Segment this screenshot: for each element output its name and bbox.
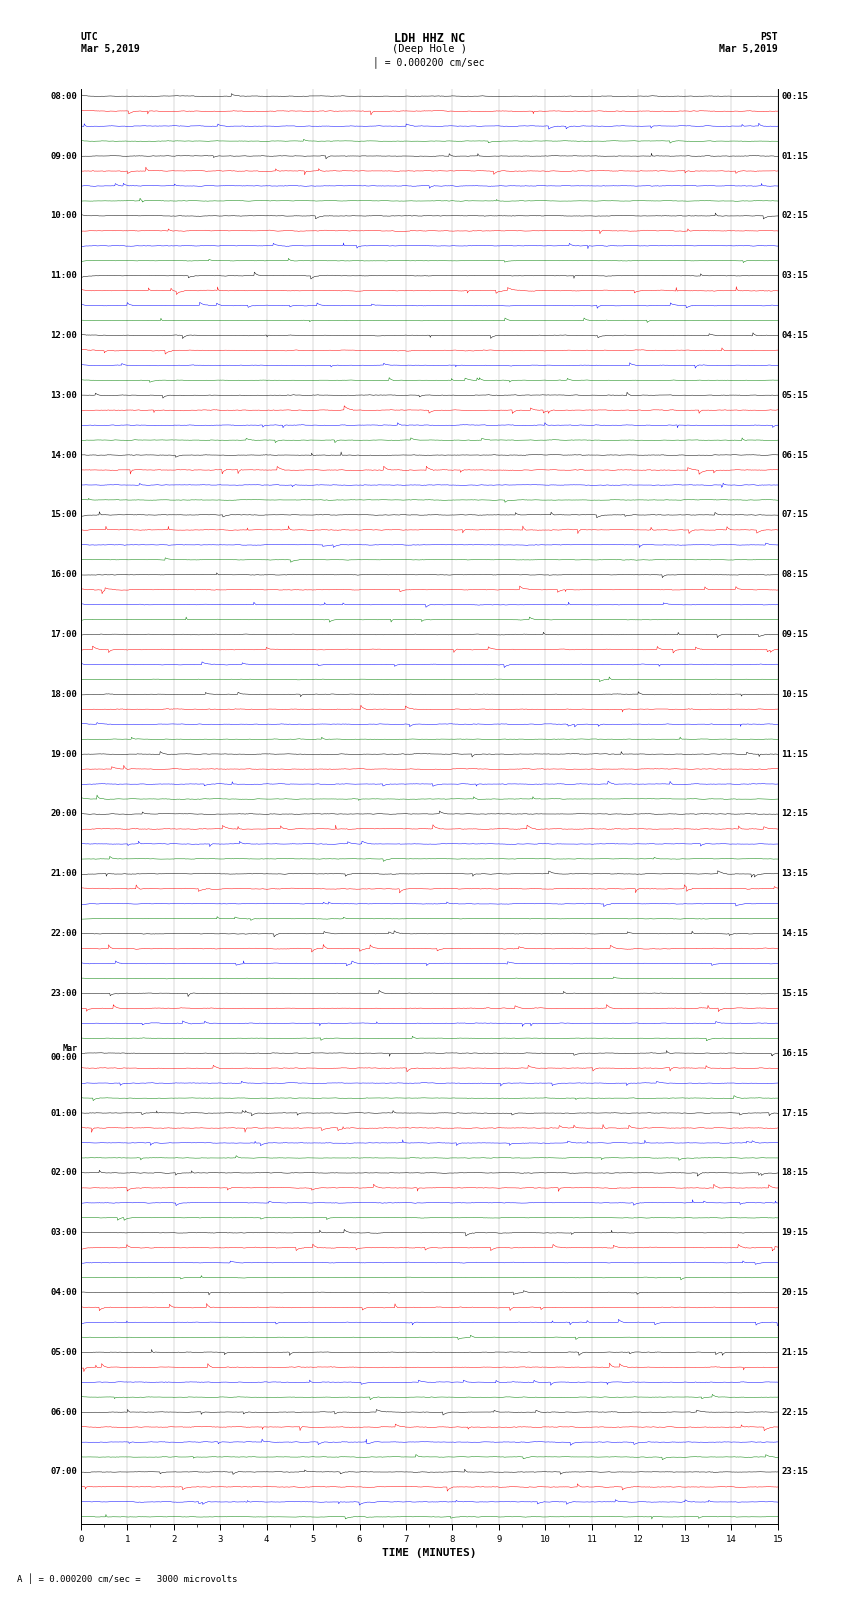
Text: UTC: UTC bbox=[81, 32, 99, 42]
Text: 07:15: 07:15 bbox=[781, 510, 808, 519]
Text: 01:15: 01:15 bbox=[781, 152, 808, 161]
Text: (Deep Hole ): (Deep Hole ) bbox=[392, 44, 467, 53]
Text: 17:15: 17:15 bbox=[781, 1108, 808, 1118]
Text: 10:15: 10:15 bbox=[781, 690, 808, 698]
Text: 15:00: 15:00 bbox=[50, 510, 77, 519]
Text: Mar 5,2019: Mar 5,2019 bbox=[81, 44, 139, 53]
Text: Mar 5,2019: Mar 5,2019 bbox=[719, 44, 778, 53]
Text: 10:00: 10:00 bbox=[50, 211, 77, 221]
Text: LDH HHZ NC: LDH HHZ NC bbox=[394, 32, 465, 45]
Text: 21:15: 21:15 bbox=[781, 1348, 808, 1357]
X-axis label: TIME (MINUTES): TIME (MINUTES) bbox=[382, 1548, 477, 1558]
Text: 12:15: 12:15 bbox=[781, 810, 808, 818]
Text: 07:00: 07:00 bbox=[50, 1468, 77, 1476]
Text: 09:00: 09:00 bbox=[50, 152, 77, 161]
Text: 08:15: 08:15 bbox=[781, 571, 808, 579]
Text: 13:00: 13:00 bbox=[50, 390, 77, 400]
Text: 11:15: 11:15 bbox=[781, 750, 808, 758]
Text: 20:00: 20:00 bbox=[50, 810, 77, 818]
Text: 05:00: 05:00 bbox=[50, 1348, 77, 1357]
Text: Mar: Mar bbox=[62, 1044, 77, 1053]
Text: PST: PST bbox=[760, 32, 778, 42]
Text: 03:15: 03:15 bbox=[781, 271, 808, 281]
Text: 15:15: 15:15 bbox=[781, 989, 808, 998]
Text: 16:00: 16:00 bbox=[50, 571, 77, 579]
Text: 23:00: 23:00 bbox=[50, 989, 77, 998]
Text: 12:00: 12:00 bbox=[50, 331, 77, 340]
Text: 06:15: 06:15 bbox=[781, 450, 808, 460]
Text: 05:15: 05:15 bbox=[781, 390, 808, 400]
Text: 01:00: 01:00 bbox=[50, 1108, 77, 1118]
Text: A │ = 0.000200 cm/sec =   3000 microvolts: A │ = 0.000200 cm/sec = 3000 microvolts bbox=[17, 1573, 237, 1584]
Text: 14:00: 14:00 bbox=[50, 450, 77, 460]
Text: 04:15: 04:15 bbox=[781, 331, 808, 340]
Text: │ = 0.000200 cm/sec: │ = 0.000200 cm/sec bbox=[373, 56, 485, 68]
Text: 19:00: 19:00 bbox=[50, 750, 77, 758]
Text: 02:15: 02:15 bbox=[781, 211, 808, 221]
Text: 00:00: 00:00 bbox=[50, 1053, 77, 1063]
Text: 23:15: 23:15 bbox=[781, 1468, 808, 1476]
Text: 19:15: 19:15 bbox=[781, 1227, 808, 1237]
Text: 08:00: 08:00 bbox=[50, 92, 77, 100]
Text: 14:15: 14:15 bbox=[781, 929, 808, 939]
Text: 22:15: 22:15 bbox=[781, 1408, 808, 1416]
Text: 18:00: 18:00 bbox=[50, 690, 77, 698]
Text: 02:00: 02:00 bbox=[50, 1168, 77, 1177]
Text: 09:15: 09:15 bbox=[781, 631, 808, 639]
Text: 20:15: 20:15 bbox=[781, 1289, 808, 1297]
Text: 06:00: 06:00 bbox=[50, 1408, 77, 1416]
Text: 16:15: 16:15 bbox=[781, 1048, 808, 1058]
Text: 17:00: 17:00 bbox=[50, 631, 77, 639]
Text: 11:00: 11:00 bbox=[50, 271, 77, 281]
Text: 21:00: 21:00 bbox=[50, 869, 77, 879]
Text: 18:15: 18:15 bbox=[781, 1168, 808, 1177]
Text: 00:15: 00:15 bbox=[781, 92, 808, 100]
Text: 03:00: 03:00 bbox=[50, 1227, 77, 1237]
Text: 13:15: 13:15 bbox=[781, 869, 808, 879]
Text: 22:00: 22:00 bbox=[50, 929, 77, 939]
Text: 04:00: 04:00 bbox=[50, 1289, 77, 1297]
